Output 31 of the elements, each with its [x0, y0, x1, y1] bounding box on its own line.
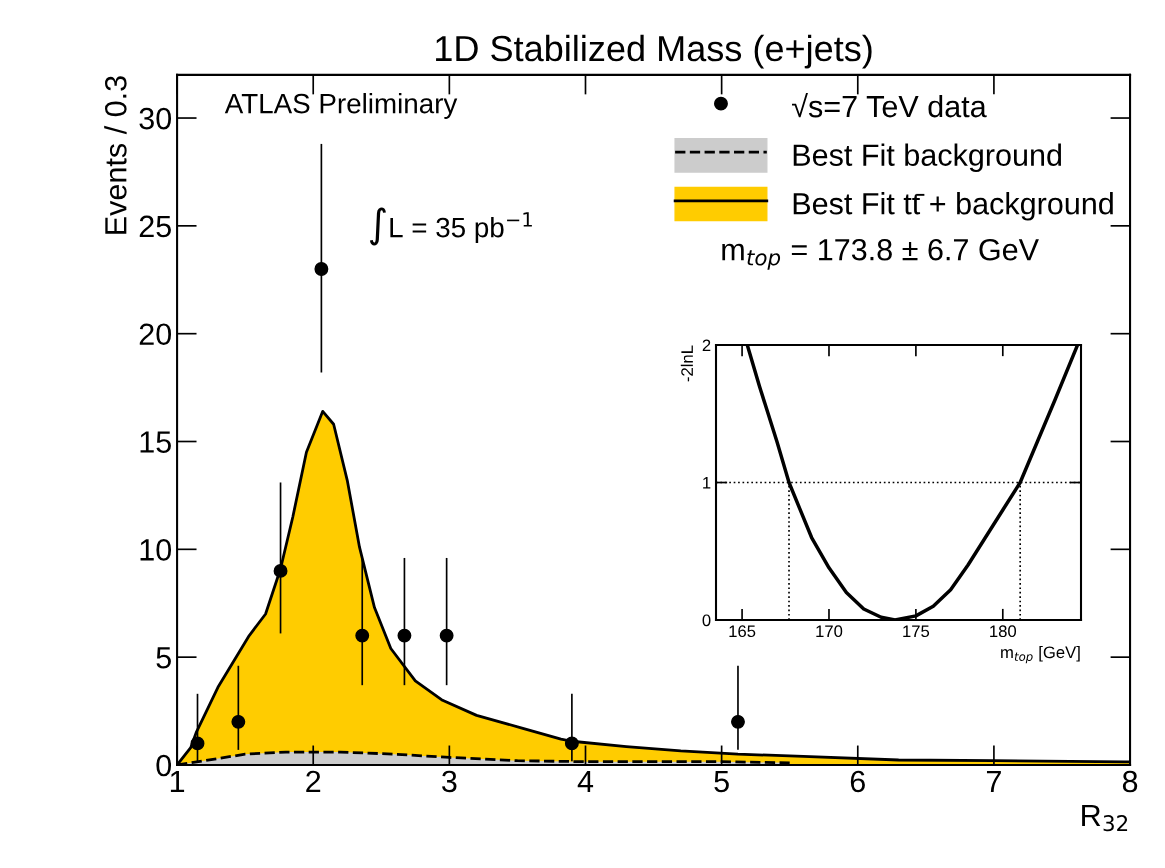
x-axis-title: m$_{top}$ [GeV]: [1001, 645, 1080, 664]
chart-title: 1D Stabilized Mass (e+jets): [436, 34, 872, 69]
x-tick-label: 2: [306, 770, 321, 792]
y-tick-label: 5: [156, 647, 171, 669]
legend-label: Best Fit background: [793, 143, 1062, 172]
y-tick-label: 2: [702, 339, 711, 352]
legend-label: √s=7 TeV data: [792, 92, 987, 118]
y-tick-label: 10: [140, 539, 172, 561]
x-tick-label: 180: [990, 625, 1017, 638]
y-tick-label: 30: [139, 107, 172, 130]
x-tick-label: 3: [442, 770, 457, 793]
y-axis-title: -2lnL: [680, 345, 693, 382]
x-tick-label: 6: [850, 770, 865, 793]
annotation: ∫L = 35 pb$^{−1}$: [369, 207, 532, 246]
y-tick-label: 1: [703, 477, 711, 489]
x-tick-label: 7: [986, 770, 1001, 792]
x-tick-label: 175: [903, 625, 930, 638]
x-tick-label: 170: [816, 625, 843, 638]
y-tick-label: 0: [156, 754, 172, 777]
annotation: m$_{top}$ = 173.8 ± 6.7 GeV: [722, 238, 1039, 270]
y-tick-label: 20: [139, 323, 172, 346]
y-tick-label: 0: [702, 614, 711, 627]
x-tick-label: 4: [577, 770, 594, 792]
y-tick-label: 25: [139, 215, 171, 238]
y-axis-title: Events / 0.3: [104, 76, 127, 234]
legend-label: Best Fit tt̄ + background: [793, 192, 1113, 221]
y-tick-label: 15: [140, 431, 171, 453]
x-tick-label: 8: [1122, 770, 1138, 793]
annotation: ATLAS Preliminary: [224, 93, 458, 119]
x-tick-label: 165: [729, 625, 756, 638]
x-axis-title: R$_{32}$: [1082, 804, 1128, 832]
